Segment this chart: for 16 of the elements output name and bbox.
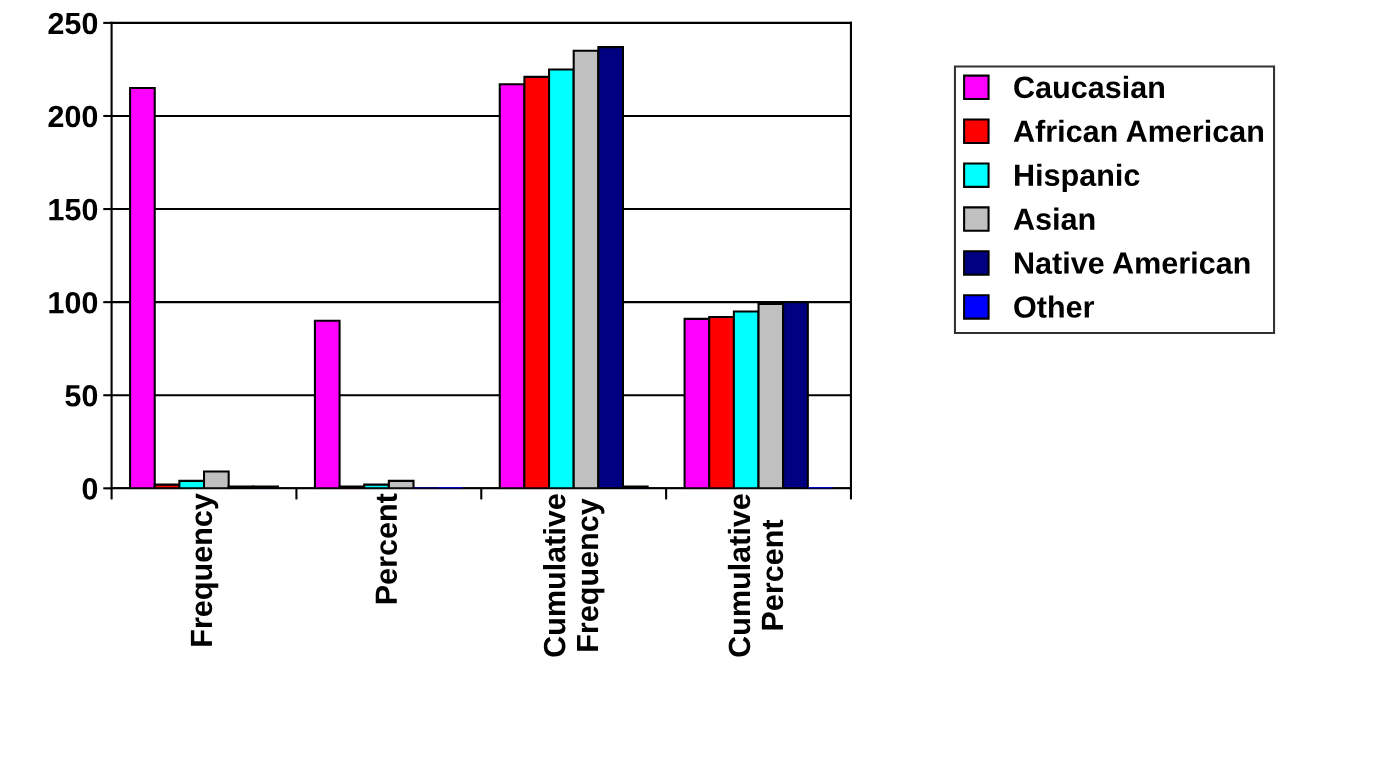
y-tick-label: 100 <box>49 291 98 314</box>
y-tick-label: 0 <box>82 478 98 500</box>
x-tick-label: Cumulative Frequency <box>543 494 605 657</box>
y-tick-label: 250 <box>48 12 98 35</box>
legend-label: Other <box>1014 295 1095 318</box>
x-tick-label: Cumulative Percent <box>727 494 784 657</box>
x-tick-label: Frequency <box>190 493 219 646</box>
legend-label: Native American <box>1015 251 1250 274</box>
y-tick-label: 50 <box>65 384 98 407</box>
legend-label: Hispanic <box>1015 163 1140 193</box>
x-tick-label: Percent <box>375 493 398 604</box>
legend-label: African American <box>1013 119 1263 143</box>
legend-label: Asian <box>1013 207 1095 230</box>
y-tick-label: 200 <box>48 105 98 128</box>
y-tick-label: 150 <box>49 198 98 221</box>
legend-label: Caucasian <box>1014 75 1164 99</box>
